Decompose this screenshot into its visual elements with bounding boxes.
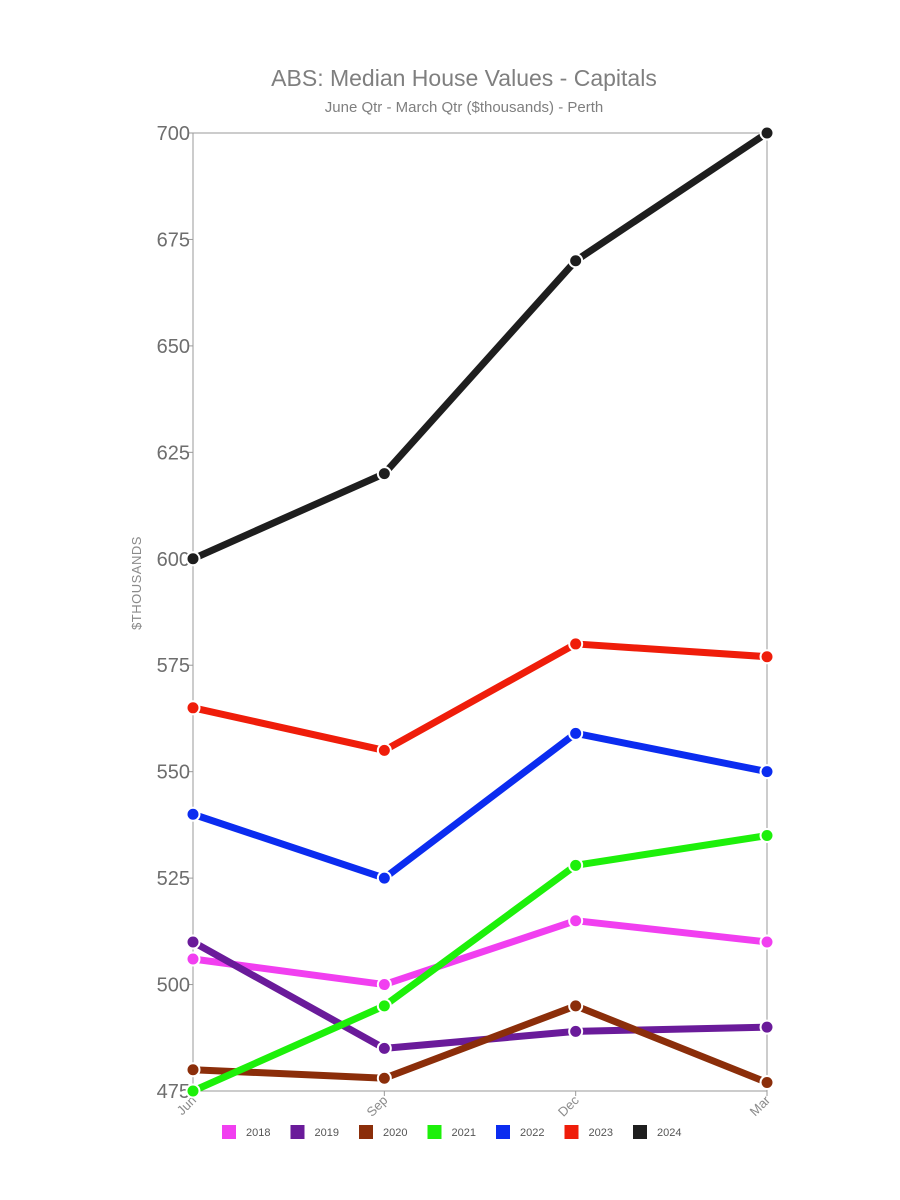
legend-label-2019: 2019 [315, 1127, 339, 1139]
y-tick-label: 475 [157, 1081, 190, 1103]
plot-area [192, 132, 768, 1092]
data-point-2023-Jun [185, 700, 201, 716]
data-point-2024-Jun [185, 551, 201, 567]
data-point-2019-Jun [185, 934, 201, 950]
data-point-2021-Mar [759, 828, 775, 844]
series-line-2023 [189, 640, 771, 754]
data-point-2020-Mar [759, 1074, 775, 1090]
data-point-2020-Dec [568, 998, 584, 1014]
x-tick-label: Sep [363, 1093, 390, 1120]
data-point-2018-Mar [759, 934, 775, 950]
data-point-2019-Mar [759, 1019, 775, 1035]
data-point-2023-Sep [376, 742, 392, 758]
data-point-2023-Mar [759, 649, 775, 665]
series-line-2021 [189, 832, 771, 1095]
data-point-2024-Sep [376, 466, 392, 482]
y-tick-label: 650 [157, 336, 190, 358]
series-2024 [185, 125, 775, 567]
series-line-2020 [189, 1002, 771, 1086]
data-point-2018-Dec [568, 913, 584, 929]
data-point-2021-Jun [185, 1083, 201, 1099]
legend-label-2023: 2023 [589, 1127, 613, 1139]
data-point-2018-Jun [185, 951, 201, 967]
data-point-2022-Dec [568, 725, 584, 741]
data-point-2021-Dec [568, 857, 584, 873]
series-2020 [185, 998, 775, 1090]
data-point-2022-Sep [376, 870, 392, 886]
legend-swatch-2021 [427, 1125, 442, 1139]
y-axis-label: $THOUSANDS [129, 536, 144, 630]
x-tick-label: Mar [747, 1092, 774, 1119]
series-line-2019 [189, 938, 771, 1052]
data-point-2023-Dec [568, 636, 584, 652]
data-point-2019-Sep [376, 1040, 392, 1056]
data-point-2020-Jun [185, 1062, 201, 1078]
legend-swatch-2024 [633, 1125, 647, 1139]
legend-swatch-2019 [290, 1125, 305, 1139]
data-point-2020-Sep [376, 1070, 392, 1086]
chart-subtitle: June Qtr - March Qtr ($thousands) - Pert… [325, 99, 603, 116]
data-point-2022-Mar [759, 764, 775, 780]
legend-swatch-2022 [496, 1125, 510, 1139]
y-tick-label: 600 [157, 549, 190, 571]
data-point-2024-Mar [759, 125, 775, 141]
data-point-2018-Sep [376, 977, 392, 993]
series-2023 [185, 636, 775, 758]
legend-swatch-2023 [564, 1125, 579, 1139]
y-tick-label: 700 [157, 123, 190, 145]
legend-label-2024: 2024 [657, 1127, 681, 1139]
series-layer [185, 125, 775, 1099]
legend-label-2018: 2018 [246, 1127, 270, 1139]
y-tick-label: 575 [157, 655, 190, 677]
legend-label-2021: 2021 [452, 1127, 476, 1139]
y-tick-label: 675 [157, 229, 190, 251]
data-point-2024-Dec [568, 253, 584, 269]
data-point-2021-Sep [376, 998, 392, 1014]
series-line-2024 [189, 129, 771, 563]
series-line-2022 [189, 729, 771, 882]
series-2021 [185, 828, 775, 1099]
legend: 2018 2019 2020 2021 2022 2023 2024 [222, 1125, 681, 1139]
y-tick-label: 500 [157, 975, 190, 997]
x-tick-label: Dec [555, 1092, 582, 1119]
chart-title: ABS: Median House Values - Capitals [271, 65, 657, 91]
y-axis-ticks: 475 500 525 550 575 600 625 650 675 700 [157, 123, 193, 1103]
series-line-2018 [189, 917, 771, 989]
y-tick-label: 525 [157, 868, 190, 890]
y-tick-label: 550 [157, 762, 190, 784]
series-2018 [185, 913, 775, 993]
legend-label-2020: 2020 [383, 1127, 407, 1139]
series-2022 [185, 725, 775, 886]
data-point-2019-Dec [568, 1023, 584, 1039]
y-tick-label: 625 [157, 442, 190, 464]
legend-label-2022: 2022 [520, 1127, 544, 1139]
legend-swatch-2020 [359, 1125, 373, 1139]
x-axis-ticks: Jun Sep Dec Mar [174, 1091, 774, 1119]
data-point-2022-Jun [185, 806, 201, 822]
legend-swatch-2018 [222, 1125, 236, 1139]
